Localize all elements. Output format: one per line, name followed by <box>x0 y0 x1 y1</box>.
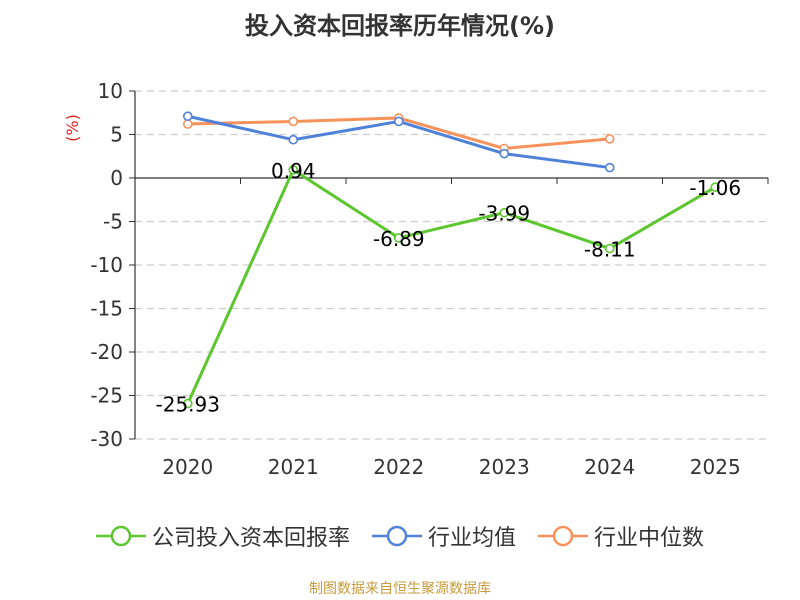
x-tick-label: 2021 <box>268 455 319 479</box>
data-point <box>288 165 299 175</box>
x-tick-label: 2023 <box>479 455 530 479</box>
data-point <box>604 243 615 254</box>
y-axis-label: (%) <box>63 114 82 142</box>
y-tick-label: -30 <box>90 427 123 451</box>
data-label: -1.06 <box>689 176 741 200</box>
y-tick-label: -15 <box>90 297 123 321</box>
data-point <box>182 111 193 122</box>
data-point <box>604 162 615 173</box>
x-tick-label: 2022 <box>373 455 424 479</box>
data-label: -6.89 <box>373 227 425 251</box>
data-point <box>393 233 404 243</box>
x-tick-label: 2020 <box>162 455 213 479</box>
legend-line-marker-icon <box>538 525 588 547</box>
legend-line-marker-icon <box>95 525 146 547</box>
x-tick-label: 2024 <box>584 455 635 479</box>
chart-title: 投入资本回报率历年情况(%) <box>245 12 555 40</box>
legend-item-industry-mean[interactable]: 行业均值 <box>371 520 516 552</box>
legend-item-industry-median[interactable]: 行业中位数 <box>538 520 704 552</box>
data-label: 0.94 <box>271 159 316 183</box>
data-label: -8.11 <box>584 238 636 262</box>
legend-item-company[interactable]: 公司投入资本回报率 <box>95 520 350 552</box>
legend-label: 行业均值 <box>427 526 516 551</box>
series-lines <box>182 111 721 409</box>
data-point <box>499 207 510 218</box>
legend: 公司投入资本回报率 行业均值 行业中位数 <box>0 520 800 552</box>
data-label: -3.99 <box>478 202 530 226</box>
data-point <box>604 134 615 144</box>
y-tick-label: -5 <box>103 210 123 234</box>
axes: 10 5 0 -5 -10 -15 -20 -25 -30 2020 2021 2022 2023 202… <box>90 79 769 479</box>
series-line <box>186 168 717 405</box>
data-point <box>182 119 193 129</box>
grid-lines <box>135 90 768 440</box>
y-tick-label: -25 <box>90 384 123 408</box>
data-point <box>499 148 510 159</box>
y-tick-label: -20 <box>90 340 123 364</box>
data-point <box>393 116 404 127</box>
source-note: 制图数据来自恒生聚源数据库 <box>309 581 491 597</box>
data-point <box>710 182 721 193</box>
legend-line-marker-icon <box>371 525 422 547</box>
legend-label: 公司投入资本回报率 <box>151 526 350 551</box>
data-label: -25.93 <box>156 393 220 417</box>
legend-label: 行业中位数 <box>594 526 705 551</box>
data-point <box>182 398 193 409</box>
data-point <box>288 134 299 145</box>
y-tick-label: -10 <box>90 253 123 277</box>
y-tick-label: 0 <box>110 166 123 190</box>
x-tick-label: 2025 <box>690 455 741 479</box>
y-tick-label: 5 <box>110 123 123 147</box>
data-point <box>288 116 299 127</box>
data-labels: -25.93 0.94 -6.89 -3.99 -8.11 -1.06 <box>156 159 742 417</box>
y-tick-label: 10 <box>98 79 123 103</box>
